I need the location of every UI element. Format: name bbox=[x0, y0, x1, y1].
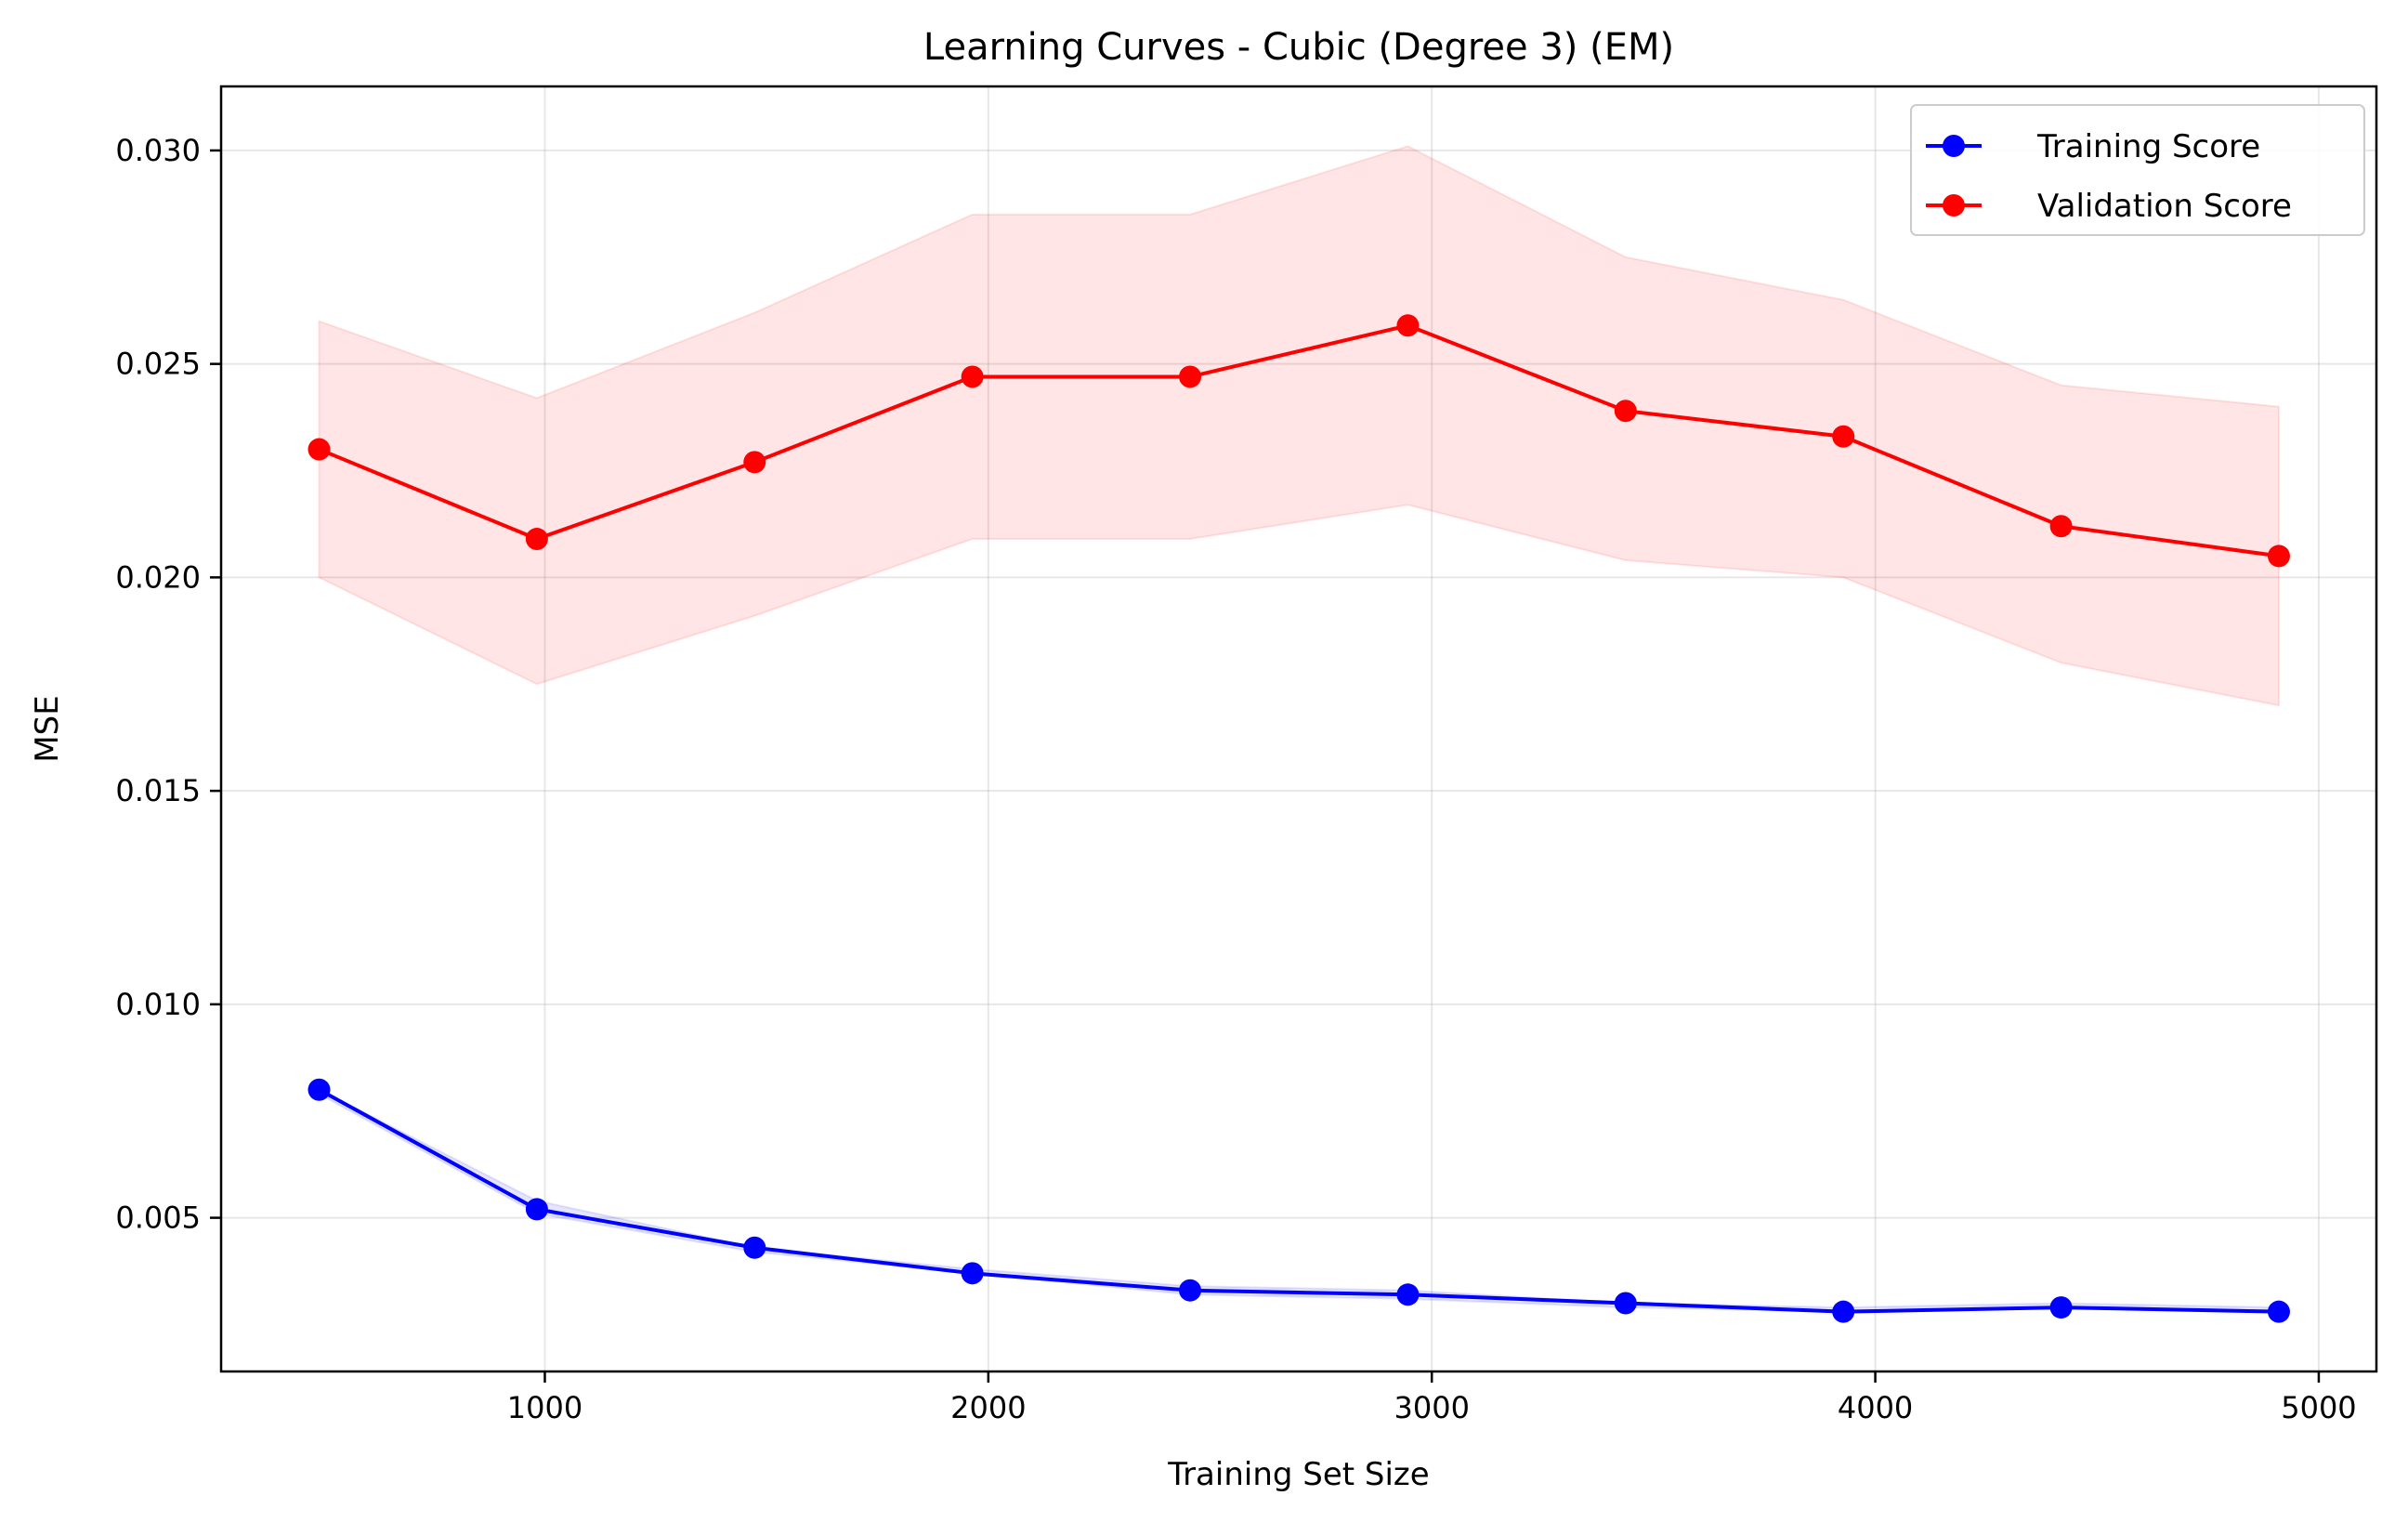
validation-score-band bbox=[318, 145, 2280, 707]
x-axis-ticks: 1000 2000 3000 4000 5000 bbox=[507, 1371, 2357, 1425]
validation-score-point bbox=[525, 528, 548, 551]
series-markers bbox=[308, 314, 2290, 1323]
y-tick-label: 0.025 bbox=[115, 347, 201, 382]
legend-box bbox=[1910, 104, 2365, 236]
y-tick-label: 0.010 bbox=[115, 987, 201, 1022]
training-score-point bbox=[525, 1198, 548, 1221]
training-score-point bbox=[1614, 1292, 1637, 1315]
chart-title: Learning Curves - Cubic (Degree 3) (EM) bbox=[923, 26, 1674, 69]
training-score-point bbox=[1396, 1283, 1420, 1306]
x-tick-label: 2000 bbox=[950, 1390, 1026, 1425]
validation-score-point bbox=[2267, 545, 2290, 568]
legend-validation-score-label: Validation Score bbox=[2037, 188, 2292, 225]
validation-score-line bbox=[318, 323, 2280, 558]
y-tick-label: 0.020 bbox=[115, 559, 201, 595]
legend-training-score-label: Training Score bbox=[2036, 128, 2260, 165]
x-tick-label: 4000 bbox=[1838, 1390, 1913, 1425]
y-tick-label: 0.015 bbox=[115, 773, 201, 808]
legend: Training Score Validation Score bbox=[1910, 104, 2365, 236]
y-axis-title: MSE bbox=[29, 695, 66, 762]
x-tick-label: 5000 bbox=[2281, 1390, 2356, 1425]
y-axis-ticks: 0.005 0.010 0.015 0.020 0.025 0.030 bbox=[115, 133, 221, 1236]
validation-score-point bbox=[1614, 400, 1637, 423]
legend-validation-score-marker bbox=[1943, 194, 1965, 216]
training-score-point bbox=[308, 1078, 331, 1101]
training-score-point bbox=[961, 1262, 984, 1285]
legend-training-score-marker bbox=[1943, 135, 1965, 157]
y-tick-label: 0.005 bbox=[115, 1201, 201, 1236]
x-tick-label: 1000 bbox=[507, 1390, 582, 1425]
plot-frame bbox=[219, 85, 2378, 1373]
y-tick-label: 0.030 bbox=[115, 133, 201, 168]
validation-score-point bbox=[1396, 314, 1420, 337]
x-tick-label: 3000 bbox=[1394, 1390, 1469, 1425]
legend-items: Training Score Validation Score bbox=[1926, 128, 2292, 225]
validation-score-point bbox=[2049, 515, 2073, 538]
training-score-point bbox=[2267, 1300, 2290, 1323]
series-lines bbox=[318, 323, 2280, 1314]
validation-score-point bbox=[961, 365, 984, 388]
validation-score-point bbox=[308, 438, 331, 461]
training-score-point bbox=[1179, 1279, 1202, 1302]
training-score-point bbox=[1832, 1300, 1855, 1323]
validation-score-point bbox=[1179, 365, 1202, 388]
training-score-point bbox=[743, 1236, 766, 1259]
training-score-line bbox=[318, 1087, 2280, 1314]
x-axis-title: Training Set Size bbox=[1167, 1456, 1429, 1493]
training-score-point bbox=[2049, 1296, 2073, 1319]
validation-score-point bbox=[1832, 425, 1855, 448]
validation-score-point bbox=[743, 451, 766, 474]
